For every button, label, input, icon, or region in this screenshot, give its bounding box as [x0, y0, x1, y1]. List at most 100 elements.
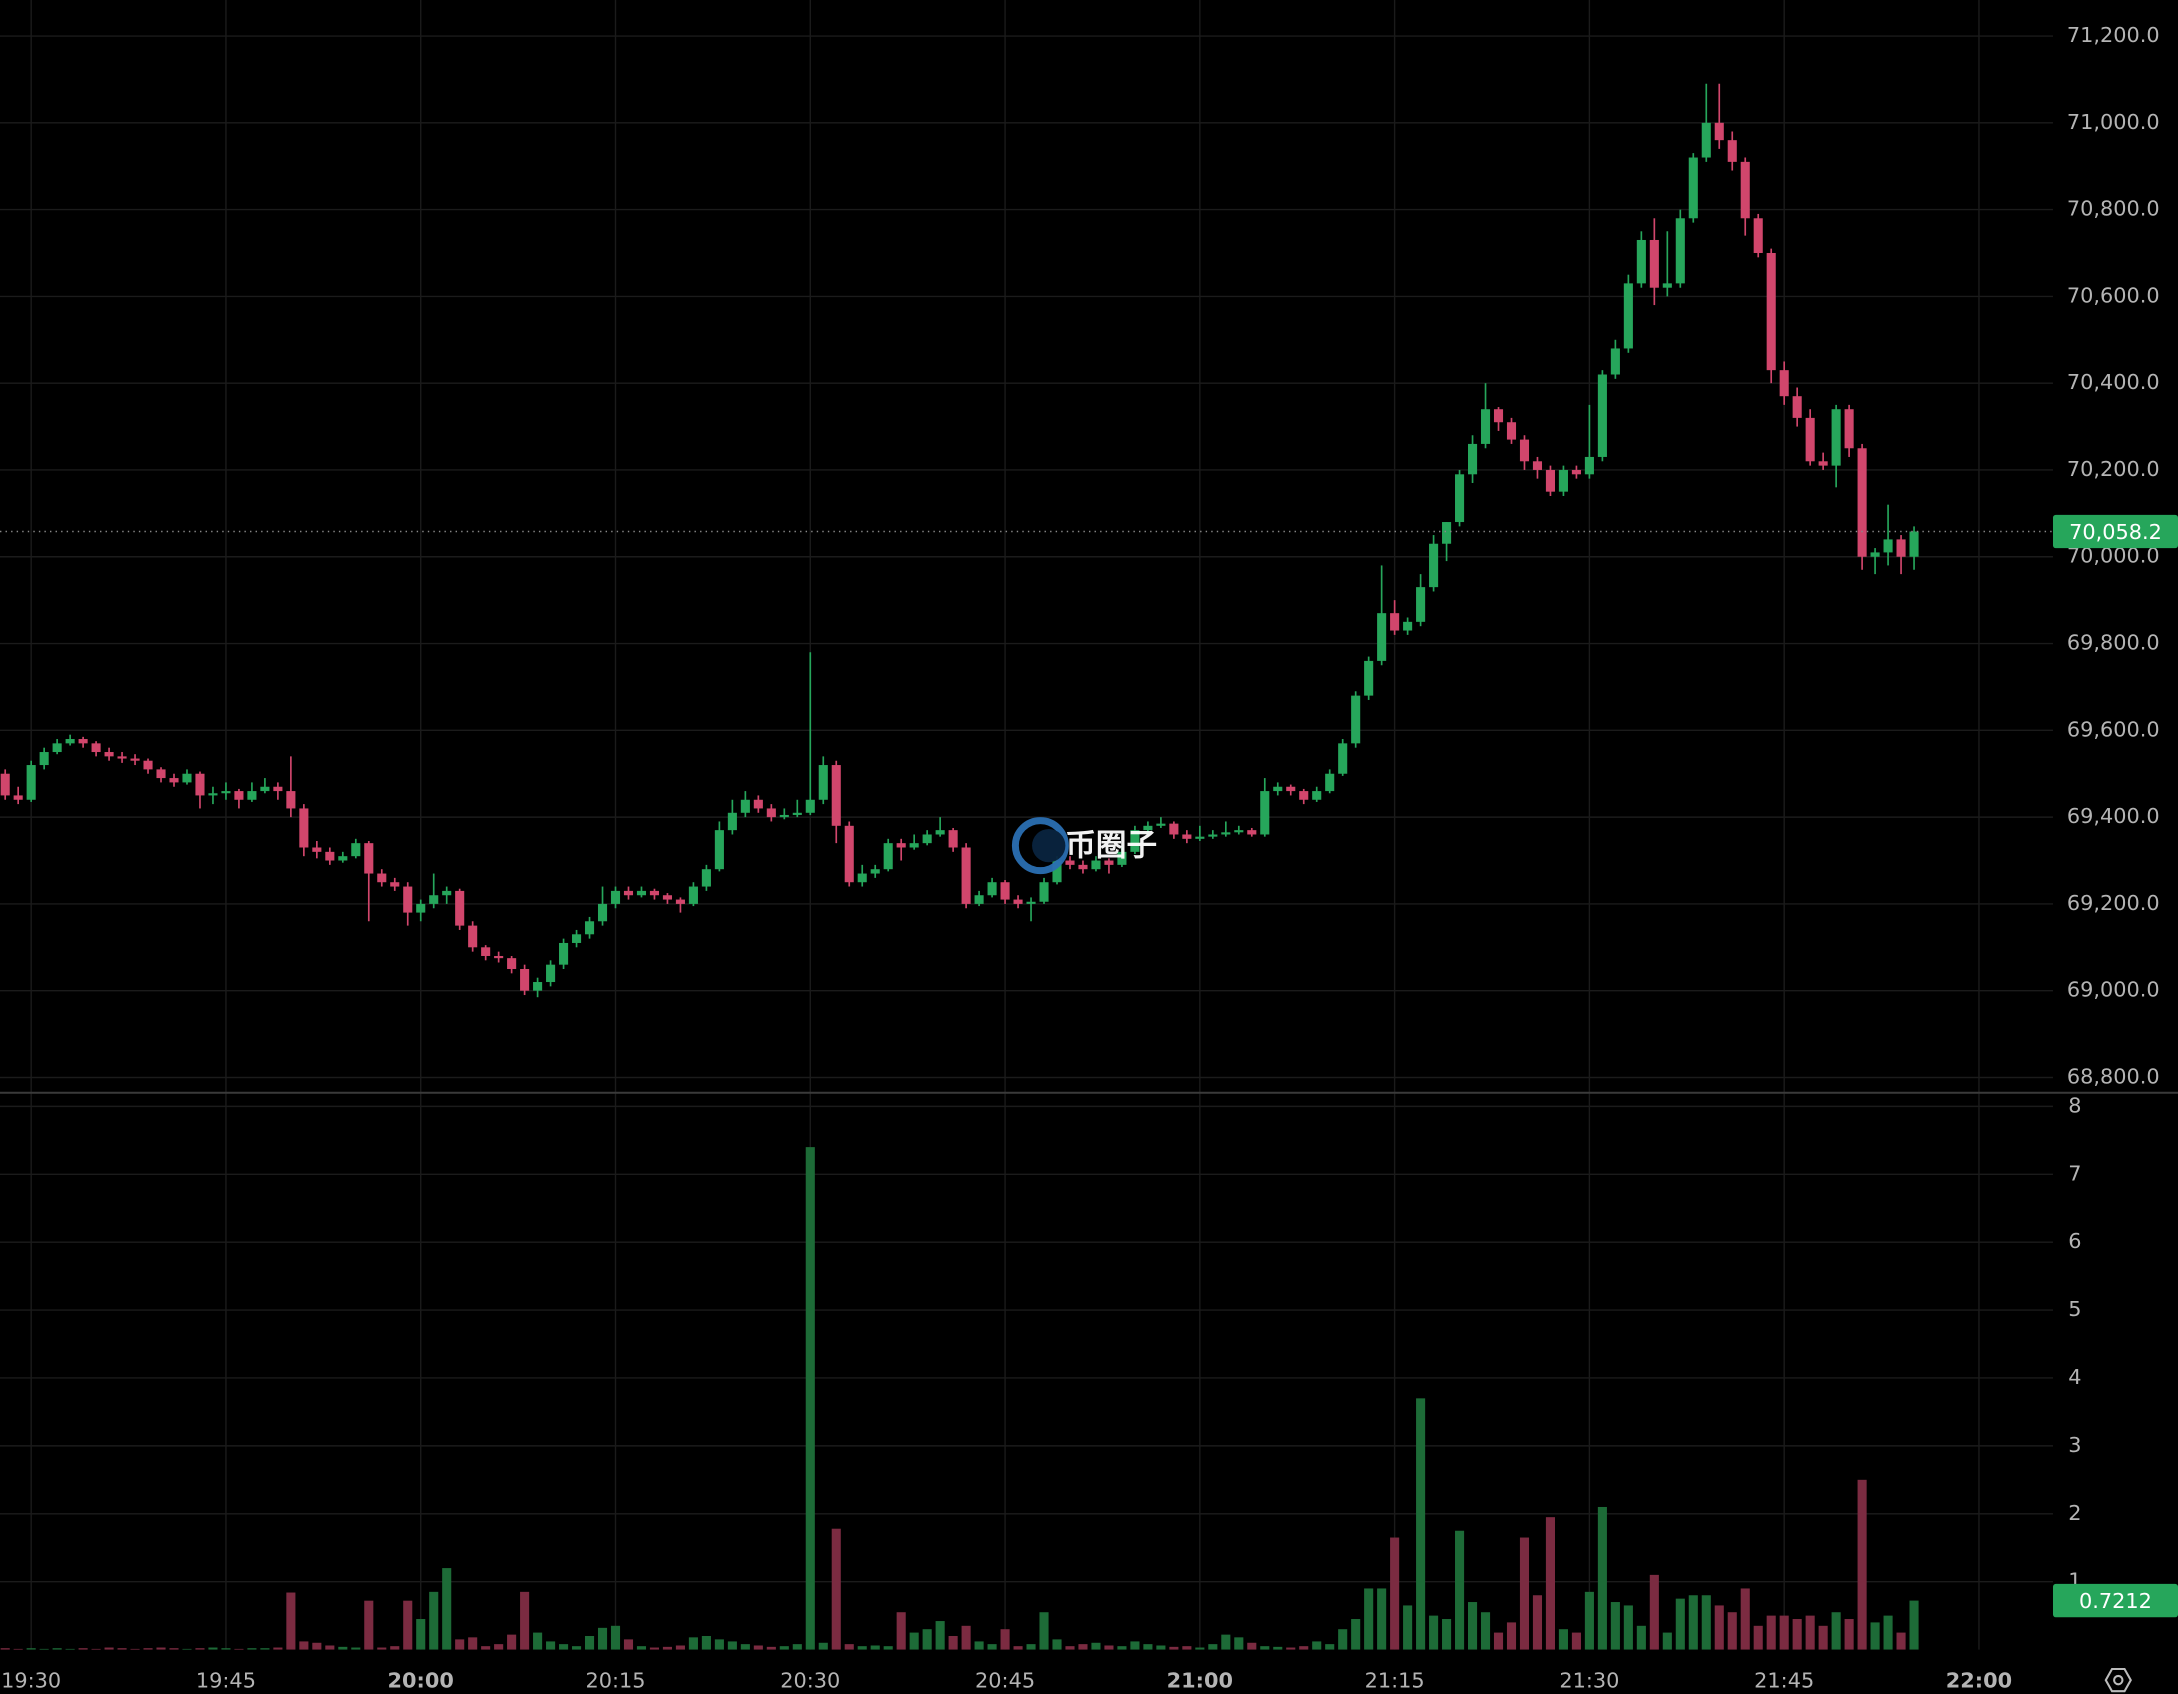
volume-bar: [195, 1648, 205, 1650]
candle-body: [935, 830, 945, 835]
volume-bar: [792, 1644, 802, 1650]
candle-body: [779, 814, 789, 818]
candle-body: [1870, 552, 1880, 557]
volume-bar: [1286, 1647, 1296, 1650]
candle-body: [364, 843, 374, 874]
volume-bar: [1026, 1644, 1036, 1650]
volume-bar: [870, 1645, 880, 1650]
candle-body: [91, 743, 101, 753]
volume-bar: [844, 1644, 854, 1650]
x-tick-label: 21:45: [1754, 1669, 1814, 1693]
candle-body: [1519, 439, 1530, 462]
volume-bar: [1091, 1642, 1101, 1650]
candle-body: [896, 843, 906, 848]
candle-body: [974, 895, 984, 904]
volume-bar: [1338, 1629, 1348, 1650]
candle-body: [701, 869, 711, 887]
volume-bar: [520, 1591, 530, 1650]
volume-bar: [208, 1647, 218, 1650]
candle-body: [143, 760, 153, 770]
candle-body: [1234, 830, 1244, 833]
x-tick-label: 20:00: [388, 1669, 454, 1693]
candle-body: [156, 769, 166, 779]
volume-bar: [104, 1647, 114, 1650]
candle-body: [1000, 882, 1010, 900]
volume-bar: [416, 1619, 426, 1650]
candle-body: [1299, 791, 1309, 800]
candle-body: [39, 752, 49, 766]
volume-bar: [1104, 1645, 1114, 1650]
candle-body: [1052, 860, 1062, 883]
volume-tick-label: 5: [2068, 1297, 2081, 1321]
watermark-text: 币圈子: [1065, 829, 1157, 864]
volume-tick-label: 3: [2068, 1433, 2081, 1457]
volume-bar: [1455, 1530, 1465, 1650]
volume-bar: [1649, 1574, 1659, 1650]
volume-tick-label: 2: [2068, 1501, 2081, 1525]
volume-bar: [546, 1641, 556, 1650]
volume-bar: [662, 1646, 672, 1650]
volume-tick-label: 7: [2068, 1161, 2081, 1185]
volume-bar: [1325, 1644, 1335, 1650]
volume-bar: [922, 1629, 932, 1650]
x-tick-label: 21:15: [1365, 1669, 1425, 1693]
candle-body: [1610, 348, 1620, 375]
volume-bar: [234, 1648, 244, 1650]
candle-body: [130, 758, 140, 761]
volume-bar: [1299, 1646, 1309, 1650]
candle-body: [1182, 834, 1192, 839]
candle-body: [1273, 786, 1283, 792]
y-tick-label: 70,400.0: [2067, 370, 2160, 394]
settings-icon[interactable]: [2104, 1667, 2132, 1693]
y-tick-label: 69,800.0: [2067, 631, 2160, 655]
volume-bar: [533, 1632, 543, 1650]
volume-bar: [1818, 1625, 1828, 1650]
candle-body: [507, 958, 517, 970]
candle-body: [1026, 901, 1036, 904]
candle-body: [1364, 660, 1374, 696]
volume-bar: [364, 1600, 374, 1650]
candle-body: [104, 752, 114, 757]
candle-body: [610, 890, 621, 904]
x-tick-label: 21:00: [1167, 1669, 1233, 1693]
volume-bar: [714, 1639, 724, 1650]
volume-bar: [39, 1648, 49, 1650]
candle-body: [1701, 122, 1711, 158]
y-tick-label: 69,400.0: [2067, 804, 2160, 828]
volume-bar: [1740, 1588, 1750, 1650]
settings-button[interactable]: [2104, 1667, 2132, 1693]
last-price-box: [2052, 514, 2178, 549]
x-tick-label: 21:30: [1559, 1669, 1619, 1693]
volume-bar: [1039, 1612, 1049, 1650]
volume-bar: [1182, 1646, 1192, 1650]
candle-body: [1195, 836, 1205, 839]
volume-bar: [1571, 1632, 1581, 1650]
volume-bar: [52, 1648, 62, 1650]
candle-body: [390, 882, 400, 887]
candle-body: [182, 773, 192, 783]
volume-bar: [1442, 1619, 1452, 1650]
candle-body: [13, 795, 23, 800]
candle-body: [1429, 543, 1439, 588]
y-tick-label: 69,600.0: [2067, 717, 2160, 741]
candle-body: [1467, 443, 1478, 475]
volume-bar: [1545, 1517, 1555, 1650]
volume-bar: [1701, 1595, 1711, 1650]
volume-bar: [766, 1646, 776, 1650]
candle-body: [520, 969, 530, 991]
candle-body: [377, 873, 387, 883]
volume-bar: [1779, 1615, 1789, 1650]
volume-bar: [143, 1648, 153, 1650]
candle-body: [1857, 448, 1867, 557]
volume-bar: [1896, 1632, 1906, 1650]
candle-body: [649, 890, 660, 896]
candle-body: [1480, 409, 1491, 444]
candle-body: [1714, 122, 1724, 141]
volume-bar: [442, 1568, 452, 1650]
volume-bar: [1234, 1637, 1244, 1650]
last-price-label: 70,058.2: [2069, 520, 2162, 544]
volume-bar: [1636, 1625, 1646, 1650]
volume-bar: [221, 1648, 231, 1650]
